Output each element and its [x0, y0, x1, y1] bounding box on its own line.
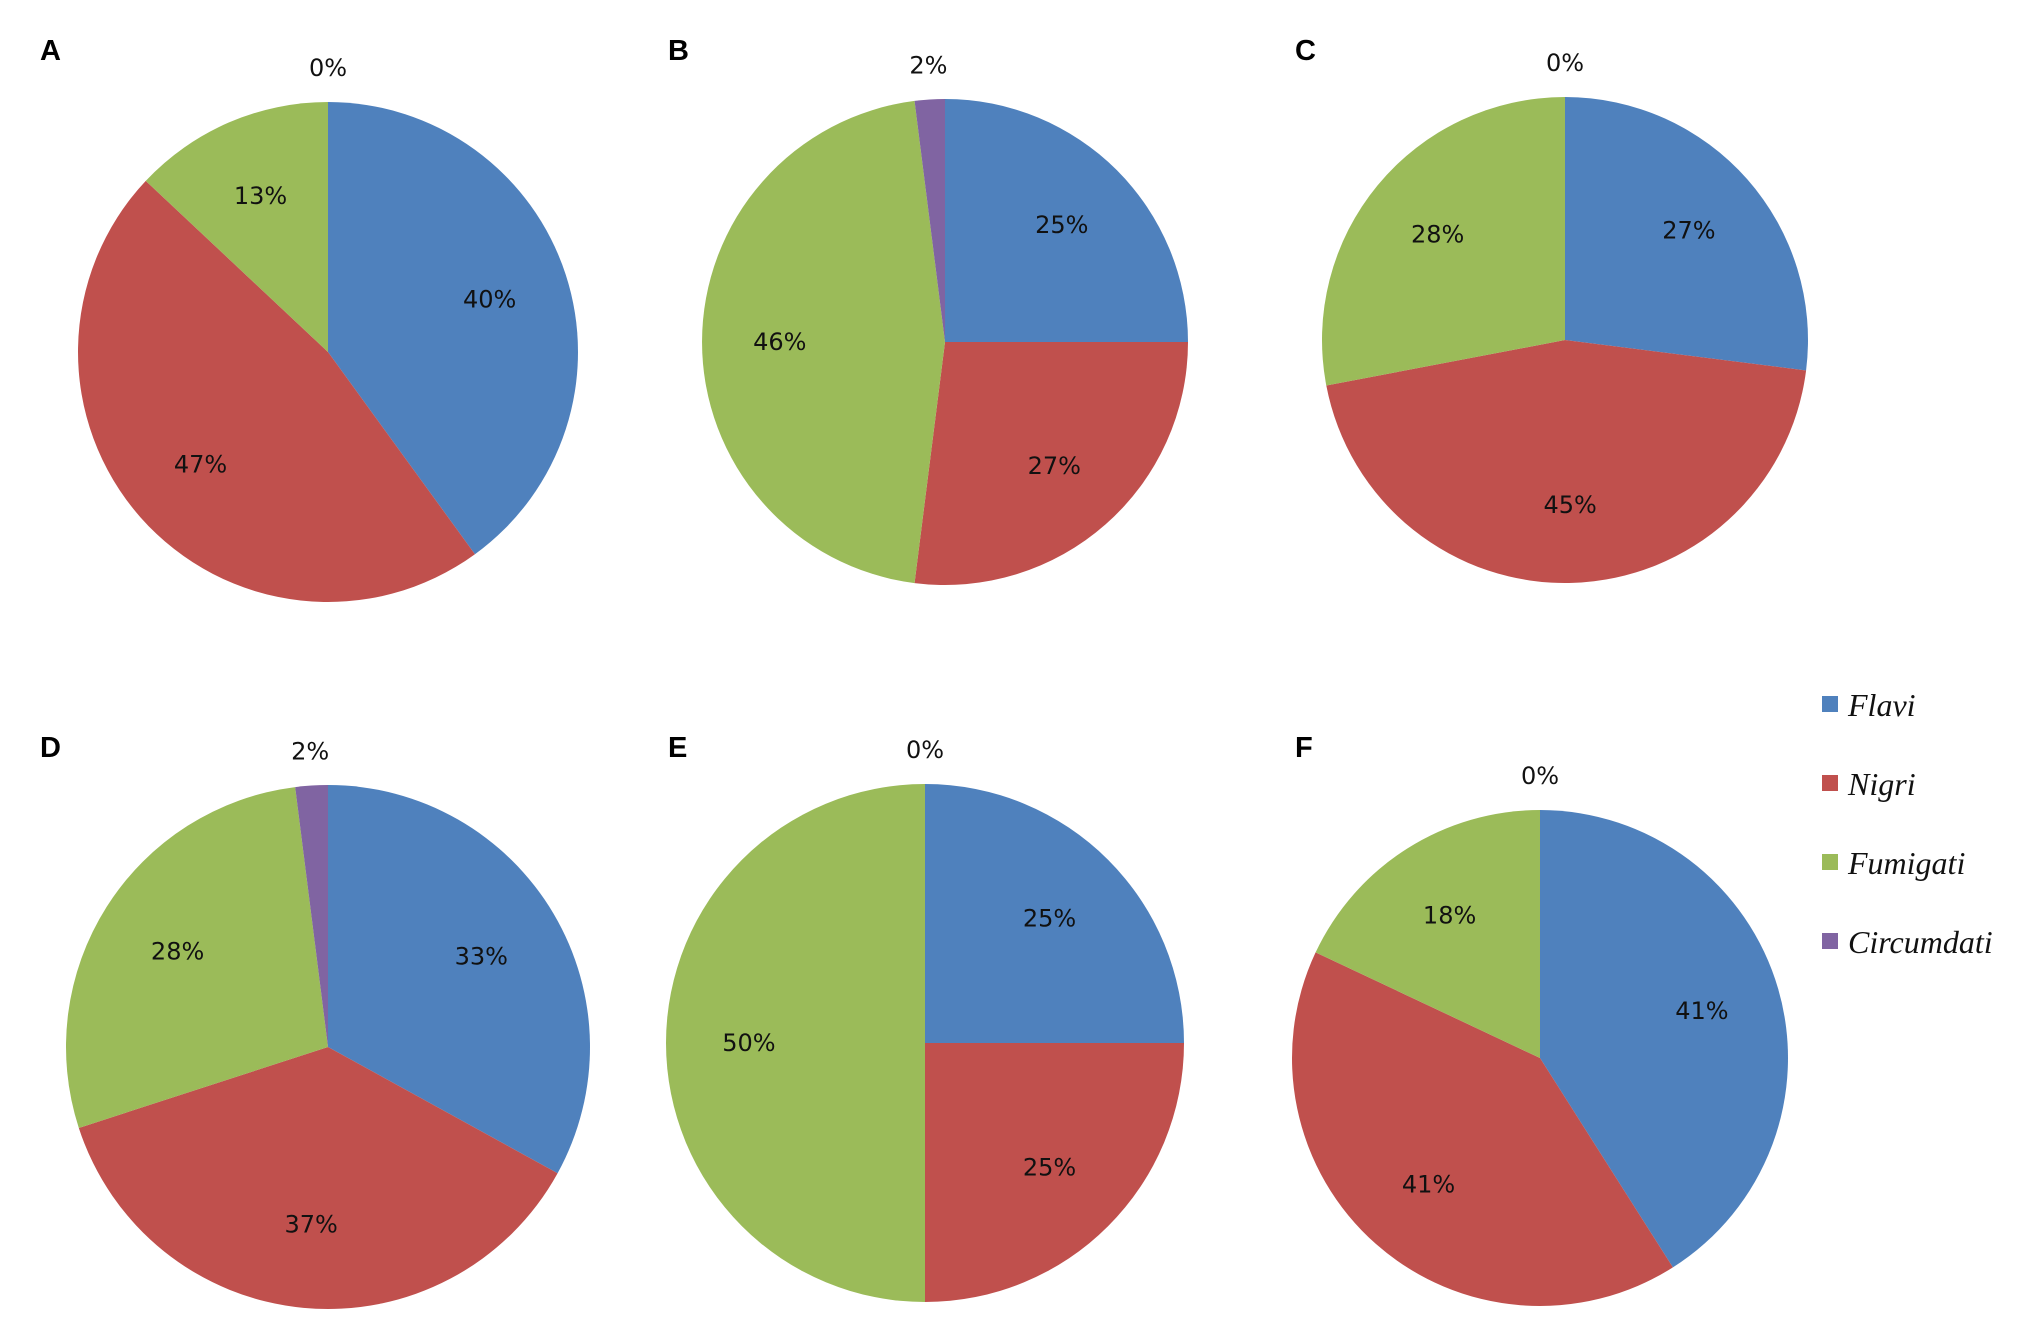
data-label-circumdati: 0% — [906, 736, 944, 764]
data-label-circumdati: 0% — [1546, 49, 1584, 77]
panel-label: F — [1295, 732, 1313, 764]
slice-flavi — [1565, 97, 1808, 371]
legend-label: Circumdati — [1848, 924, 1993, 960]
slice-flavi — [945, 99, 1188, 342]
slice-flavi — [1540, 810, 1788, 1268]
legend-item-circumdati: Circumdati — [1822, 924, 1993, 960]
slice-nigri — [914, 342, 1188, 585]
data-label-flavi: 27% — [1662, 217, 1715, 245]
legend-label: Flavi — [1847, 687, 1916, 723]
pie-chart-d: D 33% 37% 28% 2% — [40, 732, 590, 1310]
pie-chart-b: B 25% 27% 46% 2% — [668, 35, 1188, 585]
slice-nigri — [925, 1043, 1184, 1302]
slice-fumigati — [1315, 810, 1540, 1058]
legend-label: Fumigati — [1847, 845, 1965, 881]
slice-fumigati — [65, 787, 328, 1128]
slice-flavi — [328, 785, 590, 1174]
slice-nigri — [1291, 952, 1673, 1307]
data-label-fumigati: 28% — [1411, 221, 1464, 249]
legend-swatch — [1822, 775, 1838, 791]
slice-circumdati — [295, 785, 328, 1047]
data-label-nigri: 27% — [1028, 452, 1081, 480]
data-label-nigri: 37% — [285, 1210, 338, 1238]
data-label-nigri: 25% — [1023, 1154, 1076, 1182]
slice-circumdati — [914, 99, 945, 342]
data-label-fumigati: 28% — [151, 938, 204, 966]
slice-fumigati — [1321, 97, 1565, 386]
data-label-fumigati: 13% — [234, 182, 287, 210]
slice-flavi — [925, 784, 1184, 1043]
slice-nigri — [78, 1047, 558, 1310]
legend-swatch — [1822, 696, 1838, 712]
panel-label: E — [668, 732, 687, 764]
legend-item-nigri: Nigri — [1822, 766, 1916, 802]
data-label-nigri: 45% — [1544, 491, 1597, 519]
data-label-fumigati: 50% — [722, 1029, 775, 1057]
data-label-flavi: 25% — [1023, 905, 1076, 933]
legend-swatch — [1822, 933, 1838, 949]
data-label-circumdati: 2% — [291, 738, 329, 766]
slice-nigri — [1326, 340, 1807, 584]
data-label-circumdati: 2% — [909, 52, 947, 80]
legend-item-fumigati: Fumigati — [1822, 845, 1965, 881]
slice-fumigati — [666, 784, 925, 1302]
data-label-fumigati: 18% — [1423, 902, 1476, 930]
slice-fumigati — [702, 100, 945, 584]
legend-label: Nigri — [1847, 766, 1916, 802]
legend-swatch — [1822, 854, 1838, 870]
data-label-fumigati: 46% — [753, 328, 806, 356]
slice-flavi — [328, 102, 578, 555]
data-label-flavi: 25% — [1035, 211, 1088, 239]
slice-fumigati — [145, 102, 328, 352]
data-label-flavi: 41% — [1675, 997, 1728, 1025]
panel-label: B — [668, 35, 689, 67]
pie-chart-c: C 27% 45% 28% 0% — [1295, 35, 1808, 584]
data-label-flavi: 33% — [455, 942, 508, 970]
panel-label: C — [1295, 35, 1316, 67]
legend: Flavi Nigri Fumigati Circumdati — [1822, 687, 1993, 960]
pie-chart-f: F 41% 41% 18% 0% — [1291, 732, 1788, 1307]
pie-charts-group: A 40% 47% 13% 0% B 25% 27% 46% 2% C 27% 45% 28% 0% D 33%… — [40, 35, 1808, 1310]
data-label-circumdati: 0% — [1521, 762, 1559, 790]
panel-label: D — [40, 732, 61, 764]
data-label-flavi: 40% — [463, 286, 516, 314]
data-label-circumdati: 0% — [309, 54, 347, 82]
panel-label: A — [40, 35, 61, 67]
legend-item-flavi: Flavi — [1822, 687, 1916, 723]
data-label-nigri: 41% — [1402, 1171, 1455, 1199]
data-label-nigri: 47% — [174, 450, 227, 478]
slice-nigri — [78, 180, 475, 602]
pie-chart-e: E 25% 25% 50% 0% — [666, 732, 1184, 1302]
pie-chart-a: A 40% 47% 13% 0% — [40, 35, 578, 602]
